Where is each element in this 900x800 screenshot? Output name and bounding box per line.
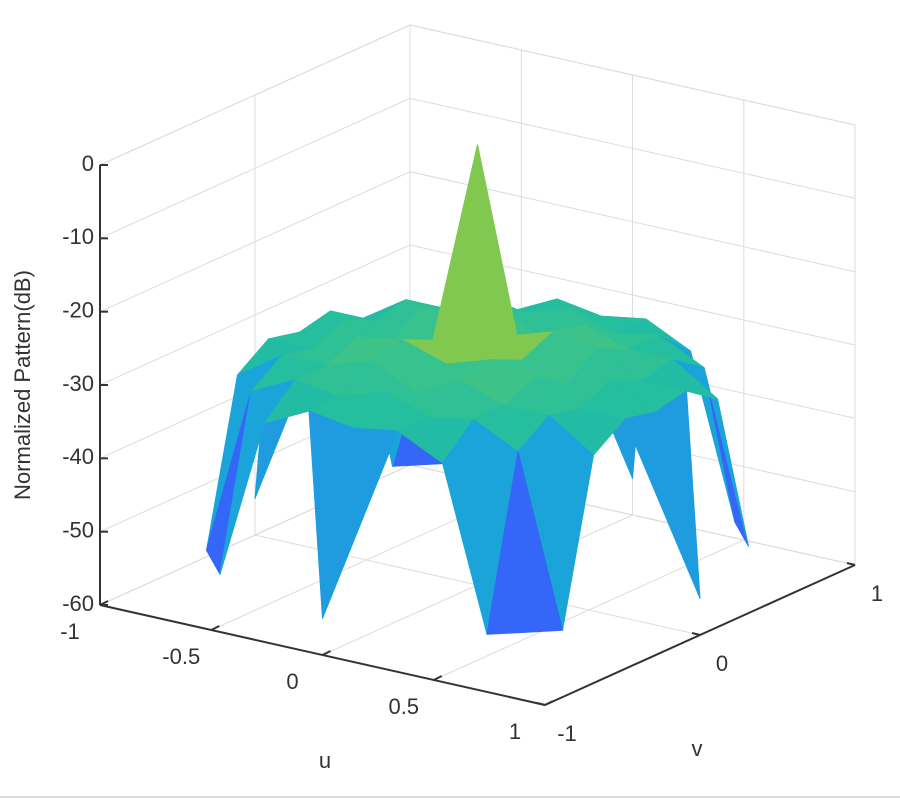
x-axis-label: u (319, 748, 331, 773)
x-tick (210, 625, 220, 631)
y-tick-label: 1 (871, 581, 883, 606)
z-tick-label: -50 (62, 517, 94, 542)
surface-patch (322, 427, 399, 619)
y-tick-label: -1 (557, 721, 577, 746)
x-tick-label: 1 (509, 719, 521, 744)
y-tick (691, 632, 701, 636)
x-tick-label: 0 (286, 669, 298, 694)
surface (206, 144, 749, 635)
z-axis-label: Normalized Pattern(dB) (10, 270, 35, 500)
y-tick (536, 702, 546, 706)
x-tick (99, 600, 109, 606)
x-tick (322, 650, 331, 656)
z-tick-label: -60 (62, 591, 94, 616)
z-tick-label: -10 (62, 224, 94, 249)
y-axis-label: v (692, 736, 703, 761)
y-tick (846, 562, 856, 566)
x-tick-label: 0.5 (388, 694, 419, 719)
surface-patch (486, 451, 563, 635)
surface-patch (624, 411, 701, 599)
y-tick-label: 0 (716, 651, 728, 676)
axis-labels: Normalized Pattern(dB) u v (10, 270, 703, 773)
z-tick-label: 0 (82, 151, 94, 176)
z-tick-label: -30 (62, 371, 94, 396)
x-tick-label: -1 (60, 619, 80, 644)
z-tick-label: -40 (62, 444, 94, 469)
x-tick (544, 700, 554, 706)
z-tick-label: -20 (62, 297, 94, 322)
x-tick-label: -0.5 (162, 644, 200, 669)
x-tick (433, 675, 443, 681)
